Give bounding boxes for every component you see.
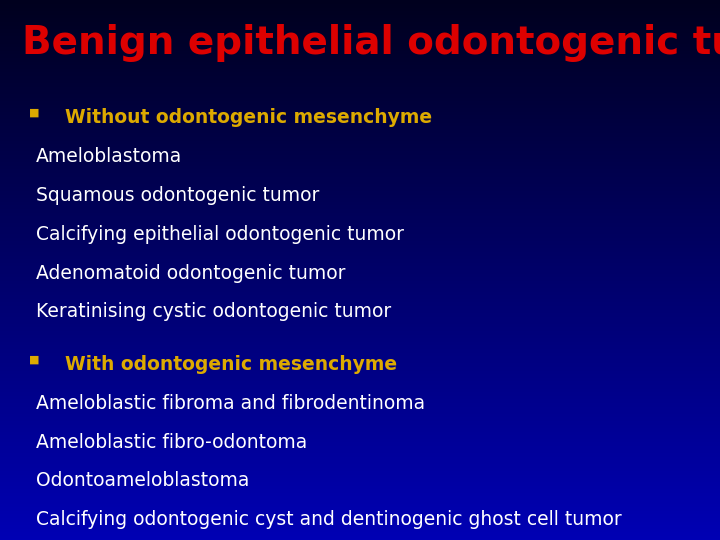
Text: Ameloblastic fibro-odontoma: Ameloblastic fibro-odontoma [36, 433, 307, 451]
Text: ■: ■ [29, 108, 40, 118]
Text: Without odontogenic mesenchyme: Without odontogenic mesenchyme [65, 108, 432, 127]
Text: ■: ■ [29, 355, 40, 365]
Text: Keratinising cystic odontogenic tumor: Keratinising cystic odontogenic tumor [36, 302, 391, 321]
Text: Benign epithelial odontogenic tumor: Benign epithelial odontogenic tumor [22, 24, 720, 62]
Text: Ameloblastic fibroma and fibrodentinoma: Ameloblastic fibroma and fibrodentinoma [36, 394, 425, 413]
Text: Calcifying epithelial odontogenic tumor: Calcifying epithelial odontogenic tumor [36, 225, 404, 244]
Text: Calcifying odontogenic cyst and dentinogenic ghost cell tumor: Calcifying odontogenic cyst and dentinog… [36, 510, 622, 529]
Text: With odontogenic mesenchyme: With odontogenic mesenchyme [65, 355, 397, 374]
Text: Odontoameloblastoma: Odontoameloblastoma [36, 471, 249, 490]
Text: Squamous odontogenic tumor: Squamous odontogenic tumor [36, 186, 320, 205]
Text: Adenomatoid odontogenic tumor: Adenomatoid odontogenic tumor [36, 264, 346, 282]
Text: Ameloblastoma: Ameloblastoma [36, 147, 182, 166]
